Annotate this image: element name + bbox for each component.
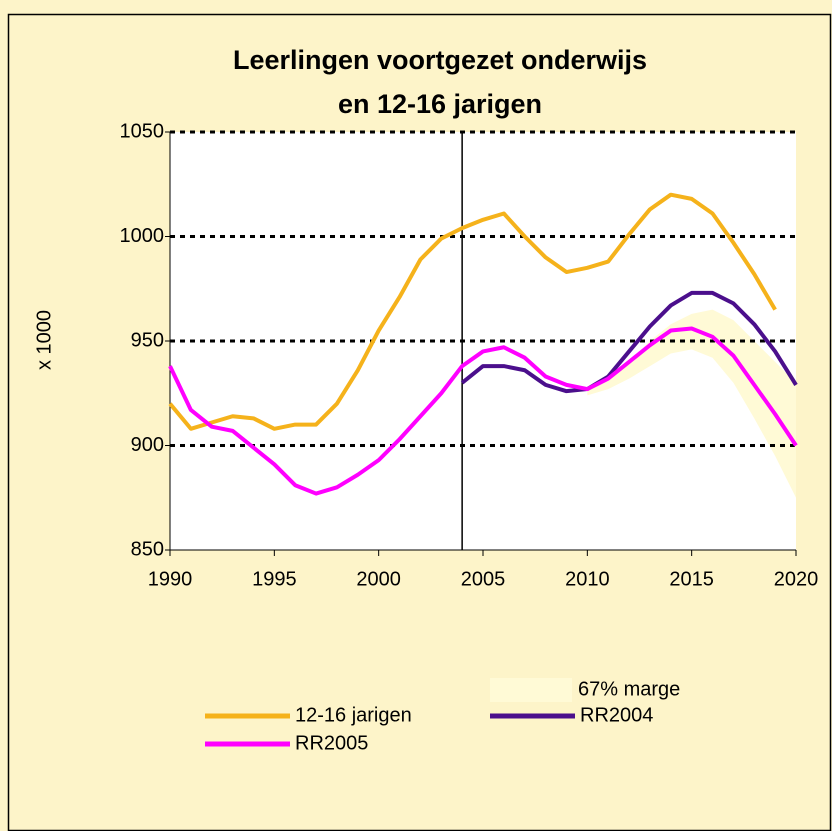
x-tick-label: 2005 (461, 568, 506, 590)
x-tick-label: 1995 (252, 568, 297, 590)
y-tick-label: 900 (131, 434, 164, 456)
legend-label: 67% marge (578, 678, 680, 700)
chart-title: Leerlingen voortgezet onderwijs (233, 45, 647, 75)
y-tick-label: 1050 (120, 120, 165, 142)
x-tick-label: 2010 (565, 568, 610, 590)
series-line (460, 290, 798, 394)
chart-title: en 12-16 jarigen (338, 89, 542, 119)
y-tick-label: 950 (131, 329, 164, 351)
legend-label: RR2005 (295, 732, 368, 754)
y-tick-label: 1000 (120, 225, 165, 247)
band-area (587, 309, 796, 498)
legend-swatch (490, 678, 572, 702)
y-axis-label: x 1000 (33, 310, 55, 370)
legend-label: RR2004 (580, 704, 653, 726)
y-tick-label: 850 (131, 538, 164, 560)
x-tick-label: 2020 (774, 568, 819, 590)
x-tick-label: 1990 (148, 568, 193, 590)
x-tick-label: 2015 (669, 568, 714, 590)
x-tick-label: 2000 (356, 568, 401, 590)
series-line (168, 192, 777, 431)
legend-label: 12-16 jarigen (295, 704, 412, 726)
series-line (168, 326, 798, 496)
